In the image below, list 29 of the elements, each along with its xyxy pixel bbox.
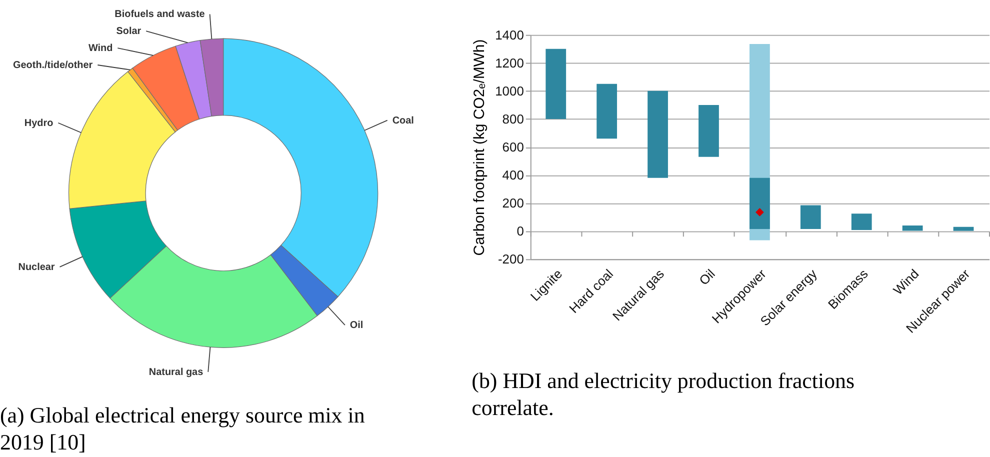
y-tick-label: 0 [516,224,524,239]
slice-label: Solar [116,26,142,38]
y-tick-label: 1000 [495,83,524,98]
slice-label: Hydro [24,118,54,129]
bar [953,226,974,231]
y-tick-label: 200 [502,196,524,211]
bar [546,48,566,119]
text: (a) Global electrical energy source mix in 2019 [10] [0,402,365,454]
slice-label: Wind [88,43,113,54]
bar [851,214,872,230]
bar [800,205,821,230]
y-tick-label: 600 [502,140,524,154]
bar [596,84,618,139]
slice-label: Biofuels and waste [114,9,206,20]
bar [750,178,770,230]
bar [648,90,668,178]
text: (b) HDI and electricity production fractions correlate. [472,368,855,420]
bar [902,226,923,231]
slice-label: Coal [392,115,414,126]
y-tick-label: 1400 [495,27,524,42]
y-tick-label: 800 [502,111,524,126]
slice-label: Natural gas [148,366,204,378]
bar [698,104,719,157]
slice-label: Geoth./tide/other [13,60,93,71]
slice-label: Nuclear [18,262,55,273]
y-tick-label: -200 [498,252,524,267]
y-tick-label: 400 [502,168,524,183]
y-axis-title: Carbon footprint (kg CO2ₑ/MWh) [471,39,488,256]
y-tick-label: 1200 [495,55,524,70]
